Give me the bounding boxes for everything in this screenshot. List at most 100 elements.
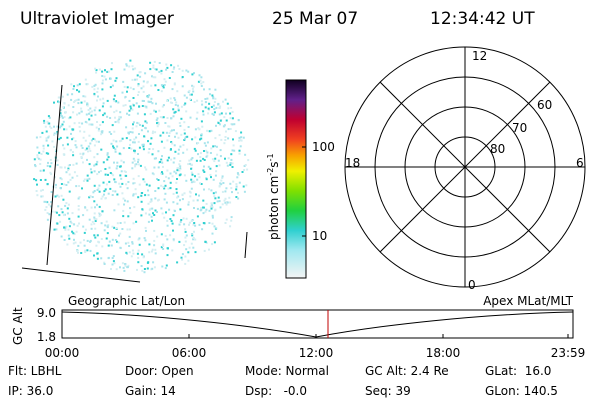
speckle xyxy=(238,181,241,184)
speckle xyxy=(142,145,145,148)
speckle xyxy=(172,115,175,118)
speckle xyxy=(106,99,109,102)
speckle xyxy=(218,200,221,203)
speckle xyxy=(141,192,144,194)
speckle xyxy=(62,95,64,98)
speckle xyxy=(235,196,238,198)
speckle xyxy=(217,196,220,199)
speckle xyxy=(221,203,224,206)
speckle xyxy=(203,142,206,145)
speckle xyxy=(200,120,203,123)
speckle xyxy=(117,101,120,104)
speckle xyxy=(88,118,91,121)
speckle xyxy=(86,178,89,181)
speckle xyxy=(89,107,92,110)
speckle xyxy=(57,96,60,99)
y-tick-label: 9.0 xyxy=(37,306,56,320)
speckle xyxy=(165,201,168,204)
speckle xyxy=(214,197,217,200)
speckle xyxy=(215,165,218,168)
speckle xyxy=(215,227,218,230)
speckle xyxy=(132,222,135,225)
speckle xyxy=(128,235,131,238)
speckle xyxy=(176,169,179,172)
speckle xyxy=(218,134,221,137)
speckle xyxy=(123,221,126,224)
speckle xyxy=(122,80,125,83)
speckle xyxy=(48,213,51,216)
speckle xyxy=(132,193,135,196)
speckle xyxy=(119,111,122,114)
speckle xyxy=(168,135,171,137)
speckle xyxy=(64,166,66,169)
speckle xyxy=(84,149,87,151)
speckle xyxy=(77,208,80,211)
speckle xyxy=(171,222,174,225)
speckle xyxy=(48,122,51,125)
speckle xyxy=(101,79,104,82)
map-line xyxy=(244,231,248,259)
speckle xyxy=(78,112,81,115)
speckle xyxy=(173,97,176,100)
speckle xyxy=(183,94,186,97)
speckle xyxy=(244,164,247,166)
speckle xyxy=(200,137,203,140)
speckle xyxy=(210,189,213,192)
speckle xyxy=(110,133,113,135)
speckle xyxy=(75,230,78,233)
speckle xyxy=(224,157,226,160)
speckle xyxy=(206,154,209,157)
speckle xyxy=(66,136,69,139)
speckle xyxy=(47,115,50,118)
speckle xyxy=(150,100,152,103)
speckle xyxy=(166,159,169,162)
speckle xyxy=(157,89,160,91)
speckle xyxy=(53,176,56,179)
speckle xyxy=(72,163,75,166)
speckle xyxy=(116,165,119,168)
speckle xyxy=(57,205,60,208)
speckle xyxy=(103,229,106,232)
speckle xyxy=(152,212,154,215)
speckle xyxy=(192,90,195,93)
speckle xyxy=(110,68,113,71)
speckle xyxy=(128,147,131,149)
speckle xyxy=(59,220,62,223)
speckle xyxy=(195,159,198,162)
speckle xyxy=(91,85,94,88)
speckle xyxy=(165,63,168,66)
speckle xyxy=(157,187,160,190)
status-field: IP: 36.0 xyxy=(8,384,53,398)
speckle xyxy=(230,158,233,161)
speckle xyxy=(193,222,196,224)
speckle xyxy=(144,239,147,242)
speckle xyxy=(208,102,211,105)
speckle xyxy=(153,229,156,232)
speckle xyxy=(219,155,222,158)
speckle xyxy=(106,152,109,155)
speckle xyxy=(215,124,217,127)
speckle xyxy=(155,102,157,105)
speckle xyxy=(76,249,78,252)
speckle xyxy=(88,163,91,166)
speckle xyxy=(166,238,169,241)
speckle xyxy=(109,187,112,190)
speckle xyxy=(206,97,209,100)
speckle xyxy=(105,183,108,186)
speckle xyxy=(39,158,42,161)
speckle xyxy=(93,184,96,187)
speckle xyxy=(180,105,183,108)
speckle xyxy=(140,200,143,203)
speckle xyxy=(76,174,79,177)
polar-grid xyxy=(344,46,586,288)
speckle xyxy=(154,68,156,70)
speckle xyxy=(86,104,89,107)
speckle xyxy=(173,210,176,212)
speckle xyxy=(103,263,106,265)
speckle xyxy=(242,185,245,188)
speckle xyxy=(191,173,194,176)
speckle xyxy=(194,224,197,227)
speckle xyxy=(93,88,96,91)
speckle xyxy=(122,215,125,218)
speckle xyxy=(177,148,180,151)
